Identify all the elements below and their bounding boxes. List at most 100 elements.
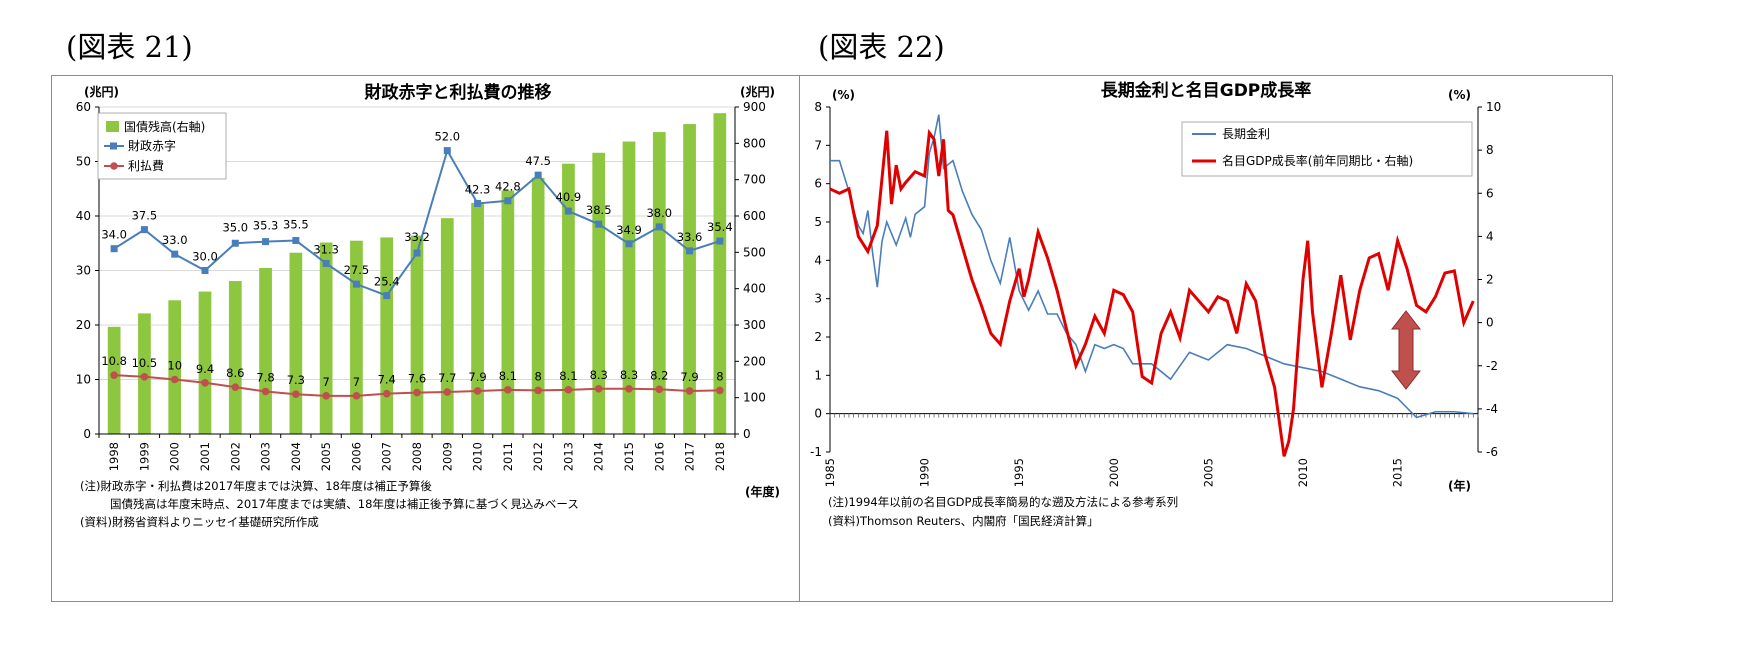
deficit-marker bbox=[564, 207, 572, 215]
interest-data-label: 7.3 bbox=[287, 373, 305, 387]
interest-data-label: 8.3 bbox=[590, 368, 608, 382]
interest-marker bbox=[655, 385, 664, 394]
deficit-marker bbox=[655, 223, 663, 231]
debt-bar bbox=[562, 163, 575, 434]
debt-bar bbox=[652, 132, 666, 434]
x-tick-label: 2005 bbox=[319, 442, 333, 471]
interest-data-label: 7.9 bbox=[468, 370, 486, 384]
left-tick-label: 8 bbox=[814, 100, 822, 114]
legend-swatch-debt bbox=[106, 121, 119, 132]
x-tick-label: 2002 bbox=[228, 442, 242, 471]
interest-marker bbox=[140, 372, 149, 381]
left-axis-unit: (%) bbox=[832, 88, 855, 102]
deficit-data-label: 42.8 bbox=[495, 180, 521, 194]
deficit-marker bbox=[231, 239, 239, 247]
debt-bar bbox=[622, 141, 636, 434]
right-tick-label: 2 bbox=[1486, 273, 1494, 287]
deficit-marker bbox=[292, 237, 300, 245]
deficit-data-label: 42.3 bbox=[465, 182, 491, 196]
interest-data-label: 10.8 bbox=[101, 354, 127, 368]
interest-marker bbox=[382, 389, 391, 398]
left-tick-label: 6 bbox=[814, 177, 822, 191]
interest-data-label: 8.1 bbox=[559, 369, 577, 383]
x-tick-label: 2007 bbox=[380, 442, 394, 471]
x-tick-label: 2016 bbox=[652, 442, 666, 471]
interest-marker bbox=[504, 386, 512, 394]
legend-label-rate: 長期金利 bbox=[1222, 126, 1270, 141]
deficit-data-label: 34.9 bbox=[616, 223, 642, 237]
right-tick-label: 300 bbox=[743, 318, 766, 332]
interest-marker bbox=[413, 388, 421, 397]
right-tick-label: 600 bbox=[743, 209, 766, 223]
left-tick-label: 0 bbox=[814, 407, 822, 421]
debt-bar bbox=[471, 202, 484, 434]
debt-bar bbox=[319, 242, 333, 434]
source-note: (資料)Thomson Reuters、内閣府「国民経済計算」 bbox=[828, 514, 1099, 528]
x-tick-label: 2009 bbox=[440, 442, 454, 471]
deficit-data-label: 37.5 bbox=[132, 209, 158, 223]
deficit-data-label: 33.2 bbox=[404, 230, 430, 244]
long-term-rate-line bbox=[830, 114, 1474, 419]
deficit-data-label: 52.0 bbox=[434, 130, 460, 144]
right-tick-label: 700 bbox=[743, 173, 766, 187]
deficit-marker bbox=[322, 259, 330, 267]
fiscal-deficit-chart: 財政赤字と利払費の推移 (兆円) (兆円) (年度) 34.0 37.5 33.0 3… bbox=[51, 75, 865, 602]
right-tick-label: 800 bbox=[743, 136, 766, 150]
interest-marker bbox=[534, 386, 542, 395]
deficit-data-label: 30.0 bbox=[192, 250, 218, 264]
interest-data-label: 7.9 bbox=[680, 370, 698, 384]
legend-marker-interest bbox=[110, 162, 118, 170]
deficit-data-label: 35.5 bbox=[283, 218, 309, 232]
debt-bar bbox=[198, 291, 212, 434]
right-tick-label: 100 bbox=[743, 391, 766, 405]
deficit-marker bbox=[383, 292, 391, 300]
interest-marker bbox=[625, 384, 633, 393]
right-tick-label: -2 bbox=[1486, 359, 1498, 373]
left-tick-label: 4 bbox=[814, 253, 822, 267]
right-tick-label: 6 bbox=[1486, 186, 1494, 200]
interest-data-label: 7 bbox=[322, 375, 329, 389]
interest-data-label: 7.4 bbox=[378, 373, 396, 387]
x-tick-label: 2015 bbox=[1391, 458, 1405, 487]
deficit-data-label: 27.5 bbox=[344, 263, 370, 277]
interest-marker bbox=[292, 390, 300, 399]
nominal-gdp-line bbox=[829, 128, 1475, 457]
deficit-data-label: 33.6 bbox=[677, 230, 703, 244]
interest-gdp-chart: 長期金利と名目GDP成長率 (%) (%) (年) -1 0 1 2 3 4 5 6 7 8 -6 -… bbox=[799, 75, 1613, 602]
deficit-marker bbox=[504, 197, 512, 205]
note-1: (注)1994年以前の名目GDP成長率簡易的な遡及方法による参考系列 bbox=[828, 495, 1178, 509]
deficit-data-label: 25.4 bbox=[374, 275, 400, 289]
right-tick-label: -6 bbox=[1486, 445, 1498, 459]
interest-marker bbox=[716, 386, 724, 395]
legend-label-gdp: 名目GDP成長率(前年同期比・右軸) bbox=[1222, 153, 1413, 168]
debt-bar bbox=[289, 252, 303, 434]
interest-data-label: 10.5 bbox=[132, 356, 158, 370]
left-tick-label: 50 bbox=[76, 155, 91, 169]
legend-box bbox=[1181, 121, 1473, 177]
x-tick-label: 2000 bbox=[168, 442, 182, 471]
debt-bar bbox=[259, 267, 272, 434]
gap-arrow bbox=[1390, 310, 1422, 390]
deficit-marker bbox=[201, 267, 209, 274]
interest-data-label: 10 bbox=[167, 359, 182, 373]
left-tick-label: 60 bbox=[76, 100, 91, 114]
interest-marker bbox=[110, 371, 118, 379]
x-tick-label: 2004 bbox=[289, 442, 303, 471]
deficit-marker bbox=[534, 171, 542, 179]
debt-bar bbox=[228, 281, 242, 434]
debt-bar bbox=[380, 237, 394, 434]
left-tick-label: 30 bbox=[76, 264, 91, 278]
deficit-data-label: 33.0 bbox=[162, 233, 188, 247]
x-tick-label: 2010 bbox=[471, 442, 485, 471]
deficit-marker bbox=[716, 237, 724, 245]
legend-label-interest: 利払費 bbox=[128, 158, 164, 173]
right-tick-label: 0 bbox=[743, 427, 751, 441]
left-tick-label: 5 bbox=[814, 215, 822, 229]
x-tick-label: 2015 bbox=[622, 442, 636, 471]
deficit-marker bbox=[352, 280, 360, 288]
deficit-marker bbox=[413, 249, 421, 257]
deficit-marker bbox=[686, 247, 694, 255]
debt-bar bbox=[410, 235, 424, 434]
deficit-data-label: 34.0 bbox=[101, 228, 127, 242]
deficit-data-label: 35.3 bbox=[253, 219, 279, 233]
